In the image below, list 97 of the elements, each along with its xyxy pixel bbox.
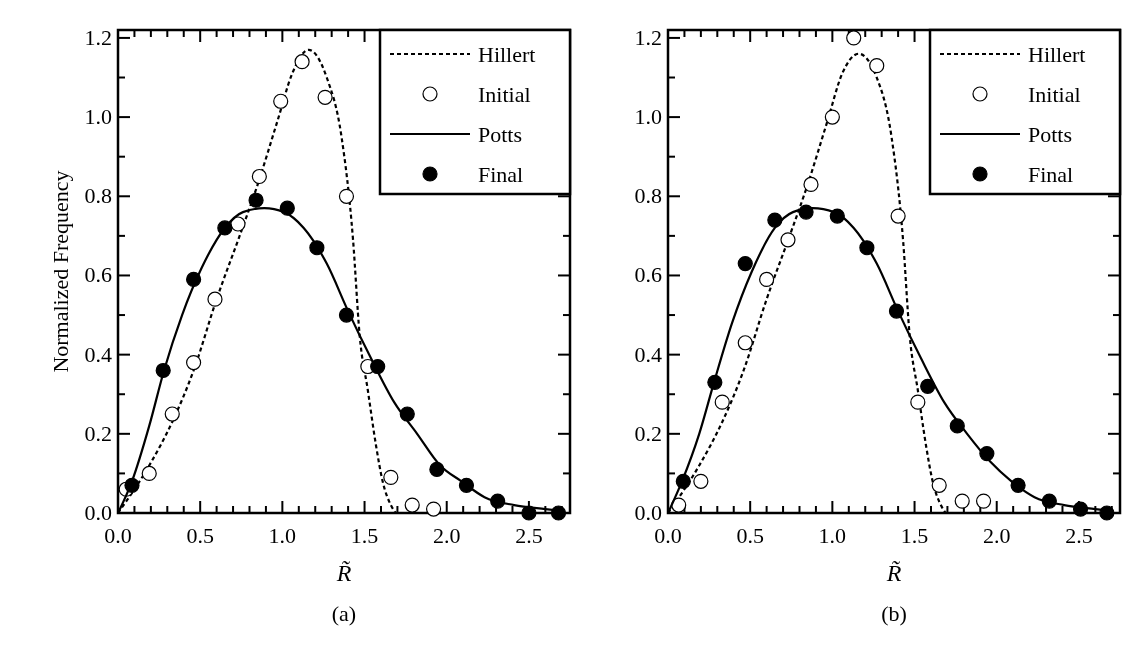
point [869,58,885,74]
point [954,493,970,509]
point [370,358,386,375]
point [759,271,775,288]
y-tick-label: 1.2 [634,24,662,50]
point [248,192,264,208]
x-axis-title: R̃ [335,560,352,586]
point [404,497,420,513]
x-tick-label: 1.5 [350,523,379,548]
x-tick-label: 0.5 [736,523,764,548]
point [829,208,845,224]
point [399,406,415,422]
point [1041,493,1057,509]
point [273,93,289,109]
point [338,188,355,204]
point [230,216,246,232]
point [671,497,687,513]
y-axis-title: Normalized Frequency [48,170,73,373]
legend-label: Potts [478,122,523,147]
point [803,176,819,192]
point [338,307,355,323]
point [490,493,506,509]
x-tick-label: 1.5 [900,523,929,548]
point [294,54,310,70]
point [920,378,936,394]
y-tick-label: 1.0 [634,104,662,130]
x-tick-label: 2.0 [982,523,1011,548]
y-tick-label: 0.4 [634,341,662,367]
point [846,30,862,46]
point [714,394,730,410]
y-tick-label: 0.6 [634,262,662,288]
legend-label: Initial [478,82,531,107]
x-tick-label: 0.0 [654,523,682,548]
point [675,473,691,489]
point [707,374,723,390]
x-tick-label: 1.0 [268,523,297,548]
point [279,200,295,216]
point [949,418,965,434]
y-tick-label: 0.0 [84,500,112,525]
point [317,89,333,105]
y-tick-label: 1.2 [84,24,112,50]
x-tick-label: 0.0 [104,523,132,548]
y-tick-label: 0.2 [634,420,662,446]
point [767,212,783,228]
point [164,406,180,422]
point [798,204,814,220]
point [693,473,709,489]
x-tick-label: 2.5 [515,523,543,548]
x-tick-label: 0.5 [186,523,214,548]
point [931,477,947,493]
point [458,477,475,493]
point [780,232,796,248]
legend-label: Hillert [478,42,536,67]
legend-label: Initial [1028,82,1081,107]
point [979,446,995,462]
point [217,220,233,236]
x-tick-label: 2.5 [1065,523,1093,548]
x-tick-label: 1.0 [818,523,847,548]
point [1072,501,1089,517]
point [186,354,202,371]
y-tick-label: 0.2 [84,420,112,446]
y-tick-label: 0.8 [634,183,662,209]
point [824,109,840,125]
legend-label: Potts [1028,122,1073,147]
x-axis-title: R̃ [885,560,902,586]
point [859,240,875,256]
point [425,501,442,517]
y-tick-label: 0.8 [84,183,112,209]
y-tick-label: 0.0 [634,500,662,525]
point [737,255,753,272]
y-tick-label: 0.4 [84,341,112,367]
point [186,271,202,288]
y-tick-label: 1.0 [84,104,112,130]
point [124,477,140,493]
point [155,362,171,379]
point [550,505,567,521]
point [1010,477,1026,493]
legend-label: Final [478,162,524,187]
point [890,208,906,224]
point [429,461,445,478]
x-tick-label: 2.0 [432,523,461,548]
point [383,469,399,485]
point [888,303,905,319]
point [521,505,537,521]
point [309,240,325,256]
point [1099,505,1115,521]
legend-label: Final [1028,162,1074,187]
text: (a) [331,601,357,626]
point [207,291,223,307]
point [910,394,926,410]
legend-label: Hillert [1028,42,1086,67]
point [737,335,753,351]
point [141,465,157,482]
point [975,493,992,509]
point [251,168,267,185]
text: (b) [881,601,907,626]
y-tick-label: 0.6 [84,262,112,288]
